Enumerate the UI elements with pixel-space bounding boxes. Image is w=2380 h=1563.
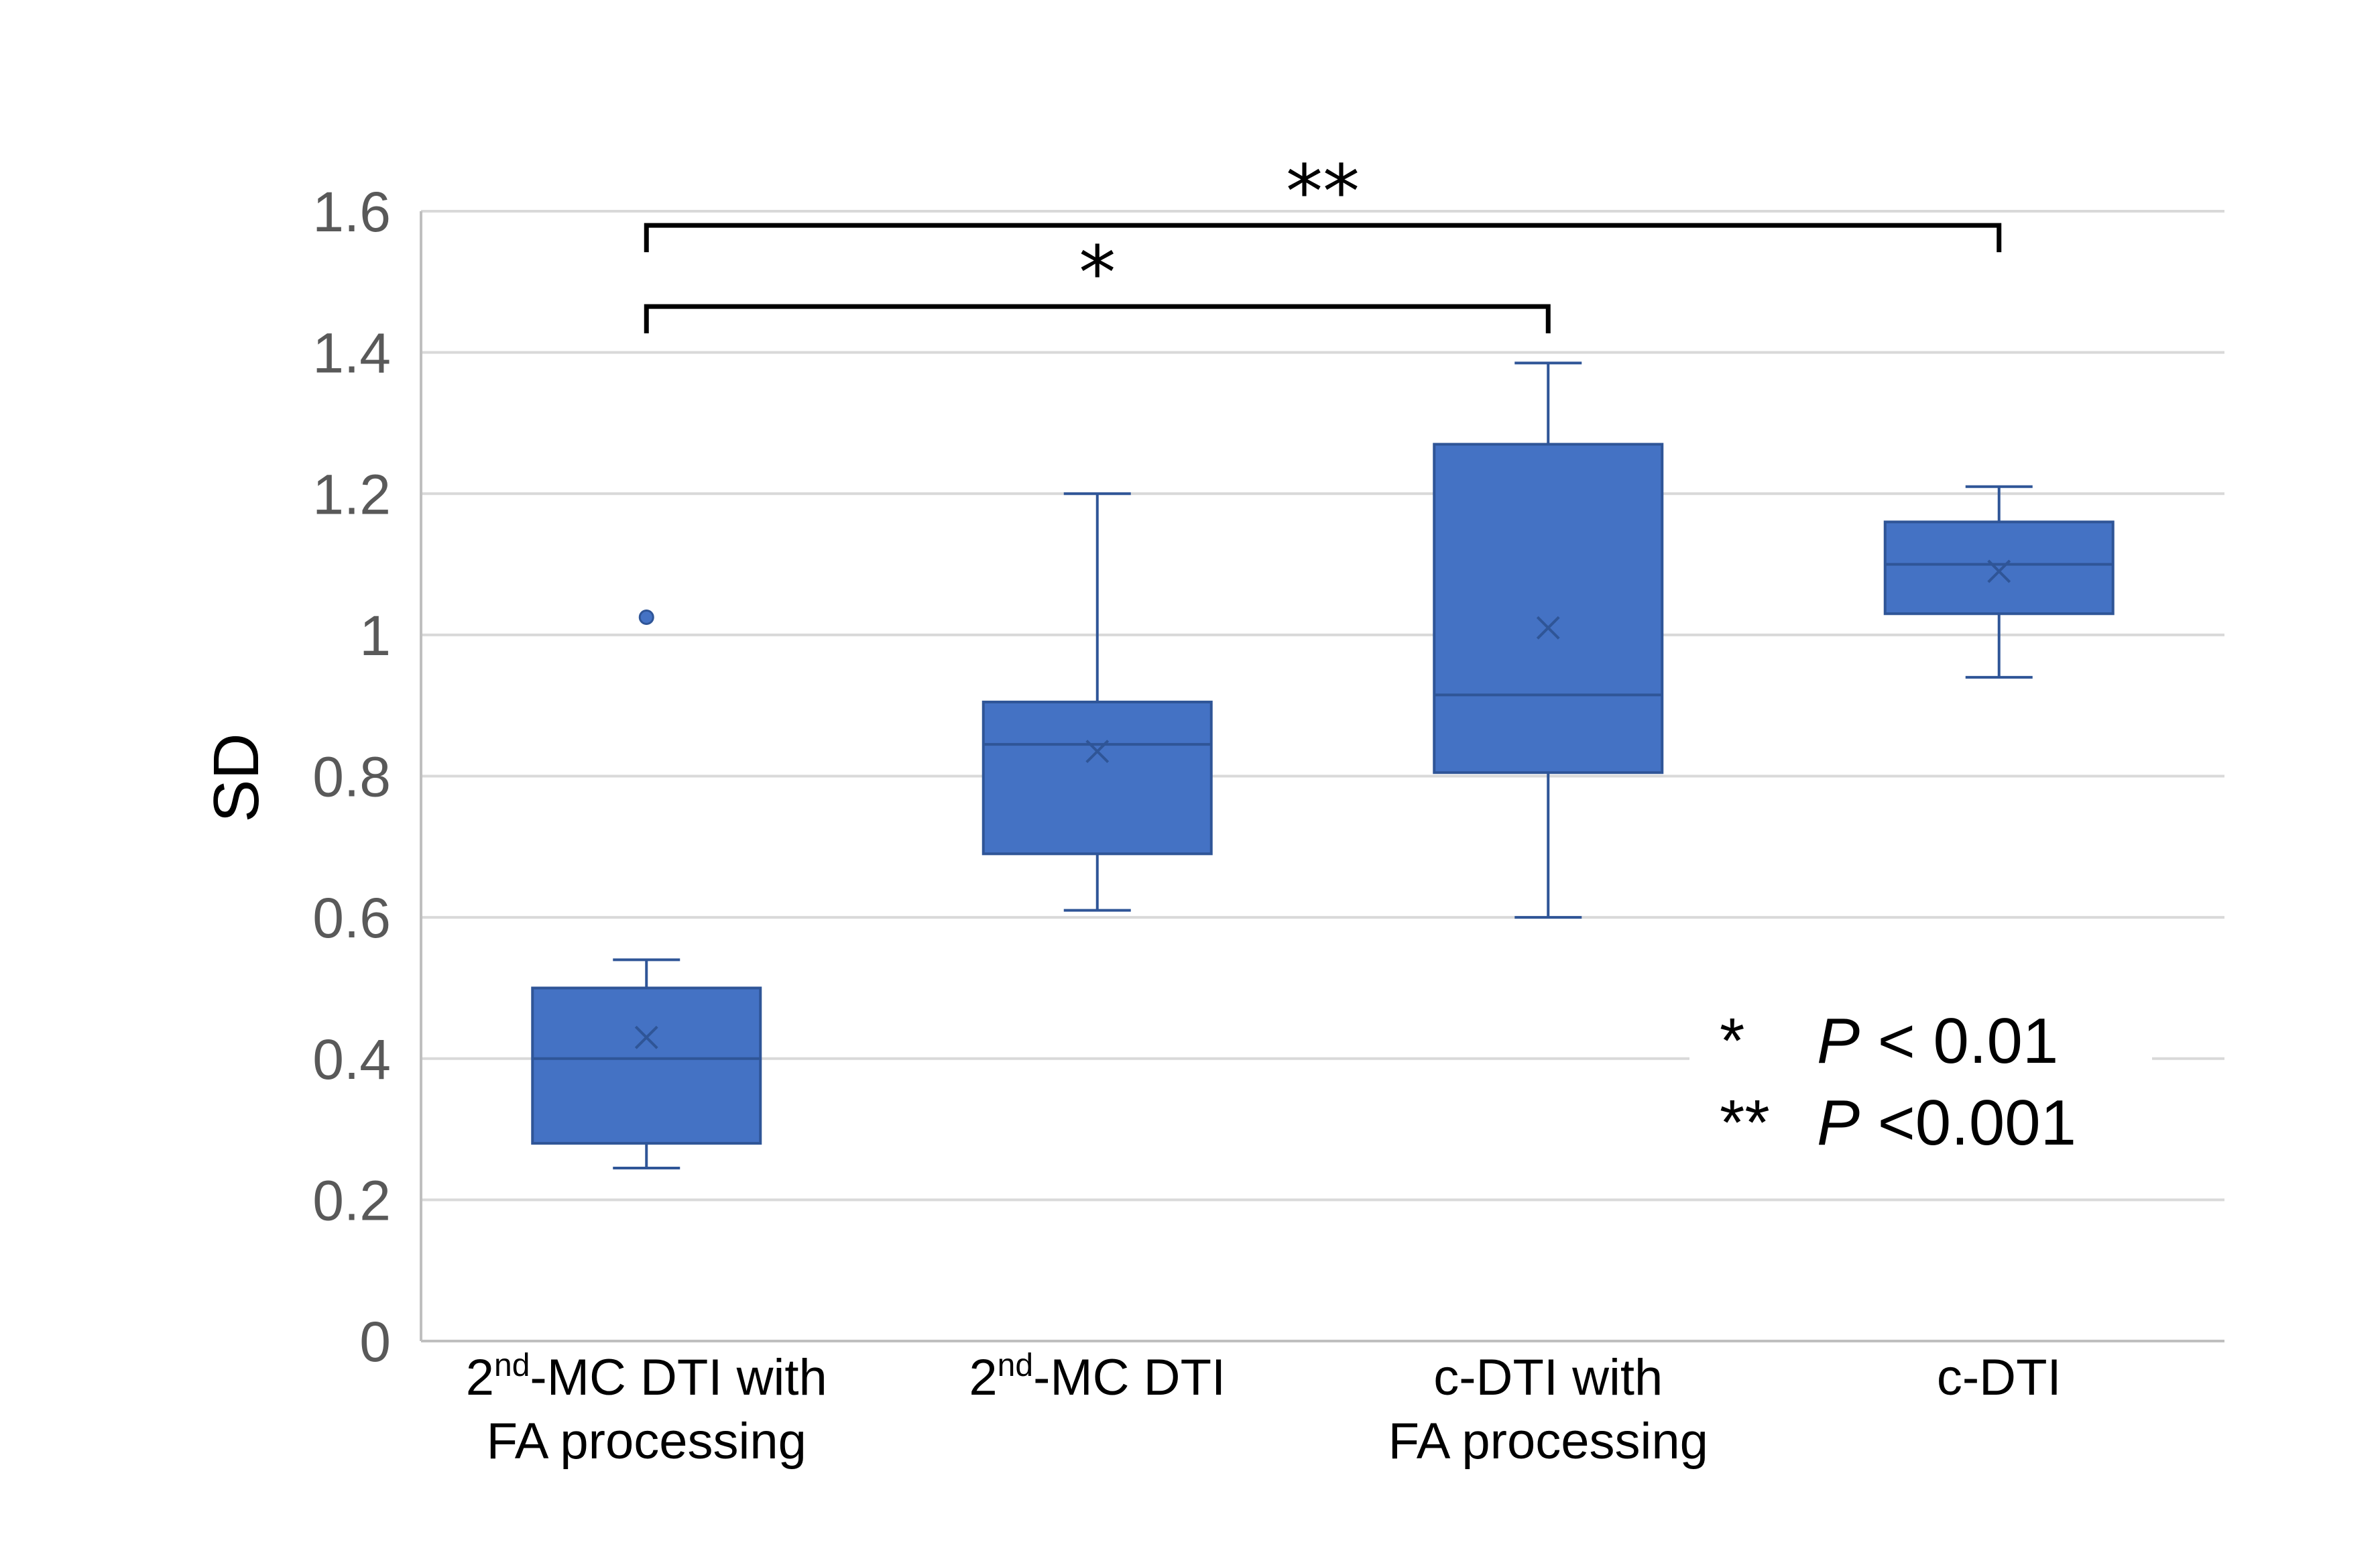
y-tick-label: 1.4 (312, 322, 391, 385)
legend-background (1689, 999, 2152, 1173)
significance-label: * (1079, 230, 1116, 316)
y-tick-label: 1.6 (312, 180, 391, 243)
mean-marker (1536, 616, 1560, 640)
box (1883, 520, 2115, 616)
box-plot (1883, 485, 2115, 679)
legend-stars: * (1720, 1005, 1744, 1077)
y-tick-label: 0.4 (312, 1028, 391, 1091)
category-label: 2nd-MC DTI with (466, 1348, 827, 1406)
bracket-line (644, 304, 1551, 334)
legend-entry: P < 0.01 (1817, 1005, 2058, 1077)
category-label-line2: FA processing (487, 1413, 807, 1470)
significance-label: ** (1286, 149, 1360, 235)
mean-marker (1987, 559, 2011, 583)
significance-brackets: *** (644, 149, 2002, 334)
y-tick-label: 0.8 (312, 746, 391, 809)
bracket-line (644, 223, 2002, 253)
mean-marker (1085, 740, 1110, 764)
box (531, 986, 762, 1145)
x-category-labels: 2nd-MC DTI with FA processing 2nd-MC DTI c-… (466, 1348, 2062, 1470)
significance-bracket: ** (644, 149, 2002, 253)
y-tick-label: 0.2 (312, 1169, 391, 1232)
significance-bracket: * (644, 230, 1551, 334)
category-label-line2: FA processing (1388, 1413, 1708, 1470)
category-label: 2nd-MC DTI (969, 1348, 1226, 1406)
box-plot (1433, 361, 1664, 919)
y-tick-labels: 0 0.2 0.4 0.6 0.8 1 1.2 1.4 1.6 (312, 180, 391, 1373)
box-plot (981, 492, 1213, 912)
box (1433, 443, 1664, 774)
y-tick-label: 0 (359, 1310, 391, 1373)
y-tick-label: 1.2 (312, 463, 391, 526)
category-label: c-DTI with (1433, 1349, 1663, 1406)
box-plot (531, 610, 762, 1169)
legend-entry: P <0.001 (1817, 1087, 2076, 1159)
category-label: c-DTI (1937, 1349, 2062, 1406)
y-axis-label: SD (200, 733, 272, 822)
y-tick-label: 1 (359, 604, 391, 667)
outlier-point (638, 610, 654, 626)
mean-marker (634, 1025, 658, 1049)
significance-legend: * P < 0.01 ** P <0.001 (1689, 999, 2152, 1173)
legend-stars: ** (1720, 1087, 1770, 1159)
y-tick-label: 0.6 (312, 886, 391, 949)
box-plots (531, 361, 2115, 1169)
box (981, 700, 1213, 856)
